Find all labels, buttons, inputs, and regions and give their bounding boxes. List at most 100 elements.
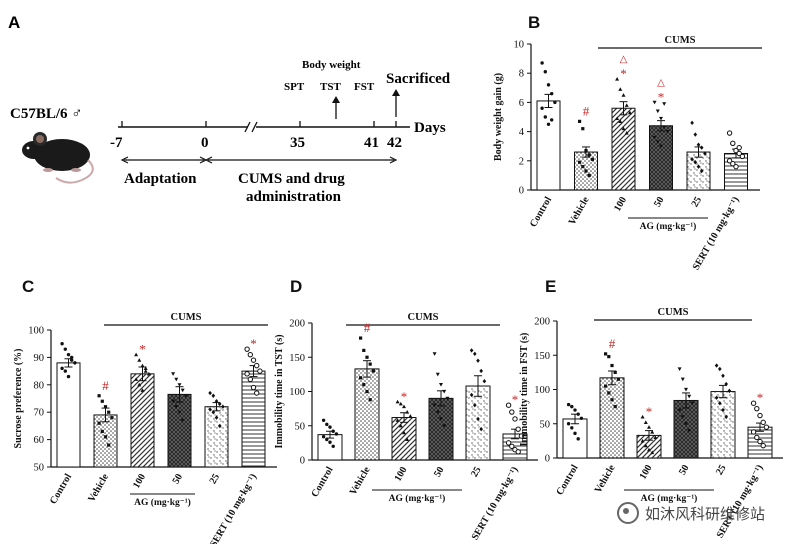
data-point xyxy=(760,442,766,449)
data-point xyxy=(515,449,521,455)
data-point xyxy=(724,414,728,420)
bar-1 xyxy=(354,368,380,461)
y-axis-label: Immobility time in TST (s) xyxy=(274,334,285,448)
y-tick-label: 0 xyxy=(300,456,305,467)
data-point xyxy=(331,444,335,448)
y-tick-label: 90 xyxy=(34,353,45,364)
data-point xyxy=(247,351,254,358)
data-point xyxy=(408,414,413,418)
data-point xyxy=(217,423,222,429)
data-point xyxy=(505,402,512,408)
data-point xyxy=(754,434,760,441)
data-point xyxy=(696,142,701,147)
data-point xyxy=(107,443,111,447)
panel-a-letter: A xyxy=(8,13,20,32)
data-point xyxy=(652,135,657,140)
data-point xyxy=(365,355,369,359)
y-tick-label: 100 xyxy=(289,387,305,398)
tick-0: 0 xyxy=(201,135,209,151)
data-point xyxy=(576,412,580,416)
y-tick-label: 100 xyxy=(28,326,44,337)
data-point xyxy=(66,352,71,357)
x-tick-label: 25 xyxy=(690,195,705,209)
data-point xyxy=(439,417,443,421)
data-point xyxy=(647,425,651,429)
data-point xyxy=(103,405,108,409)
data-point xyxy=(70,358,74,362)
data-point xyxy=(177,383,182,387)
data-point xyxy=(257,368,263,374)
data-point xyxy=(405,437,410,442)
bar-1 xyxy=(93,414,118,468)
data-point xyxy=(325,422,329,427)
data-point xyxy=(581,127,585,131)
cums-label: CUMS xyxy=(171,312,202,323)
data-point xyxy=(103,435,108,439)
data-point xyxy=(97,421,101,425)
sig-star: * xyxy=(620,66,627,81)
watermark-logo-icon xyxy=(616,502,639,524)
data-point xyxy=(509,443,515,449)
data-point xyxy=(476,416,480,422)
bar-2 xyxy=(611,107,636,191)
panel-letter: C xyxy=(22,277,34,296)
sig-star: * xyxy=(401,389,408,404)
data-point xyxy=(703,151,707,156)
data-point xyxy=(134,352,139,357)
data-point xyxy=(647,447,651,452)
data-point xyxy=(607,355,611,359)
sig-star: * xyxy=(658,89,665,104)
data-point xyxy=(763,424,770,430)
data-point xyxy=(435,372,440,377)
y-tick-label: 50 xyxy=(540,419,551,430)
data-point xyxy=(581,165,585,169)
bar-1 xyxy=(599,377,625,459)
y-tick-label: 4 xyxy=(519,127,525,138)
data-point xyxy=(540,106,544,110)
y-tick-label: 10 xyxy=(514,40,525,51)
data-point xyxy=(221,404,225,409)
data-point xyxy=(110,416,114,420)
data-point xyxy=(325,437,329,442)
sig-star: * xyxy=(512,392,519,407)
data-point xyxy=(328,425,332,429)
y-tick-label: 150 xyxy=(534,351,550,362)
data-point xyxy=(655,109,660,114)
data-point xyxy=(146,371,151,376)
data-point xyxy=(721,373,725,378)
data-point xyxy=(680,415,685,419)
data-point xyxy=(584,169,588,173)
data-point xyxy=(618,119,623,123)
panel-letter: B xyxy=(528,13,540,32)
data-point xyxy=(97,394,101,398)
data-point xyxy=(432,352,437,356)
watermark: 如沐风科研维修站 xyxy=(616,502,765,524)
data-point xyxy=(469,392,474,398)
data-point xyxy=(739,153,746,160)
y-tick-label: 80 xyxy=(34,380,45,391)
data-point xyxy=(398,401,403,406)
test-arrow xyxy=(332,96,340,119)
data-point xyxy=(730,140,736,146)
tick-35: 35 xyxy=(290,135,305,151)
sig-star: * xyxy=(250,336,257,351)
bar-3 xyxy=(428,397,454,461)
data-point xyxy=(211,410,216,415)
data-point xyxy=(211,393,216,398)
chart-panel-c: C 50 60 70 80 90 100 Sucrose preference (%) CUMS… xyxy=(13,277,277,544)
cums-label: CUMS xyxy=(665,35,696,46)
data-point xyxy=(250,357,257,363)
data-point xyxy=(718,366,722,372)
cums-label: CUMS xyxy=(408,312,439,323)
data-point xyxy=(171,399,176,404)
y-axis-label: Body weight gain (g) xyxy=(493,73,504,161)
x-tick-label: 25 xyxy=(714,463,729,477)
bar-0 xyxy=(562,418,588,459)
data-point xyxy=(435,410,440,415)
x-tick-label: Control xyxy=(528,195,554,229)
data-point xyxy=(63,347,67,351)
data-point xyxy=(650,450,655,455)
data-point xyxy=(653,435,658,440)
data-point xyxy=(714,395,719,400)
